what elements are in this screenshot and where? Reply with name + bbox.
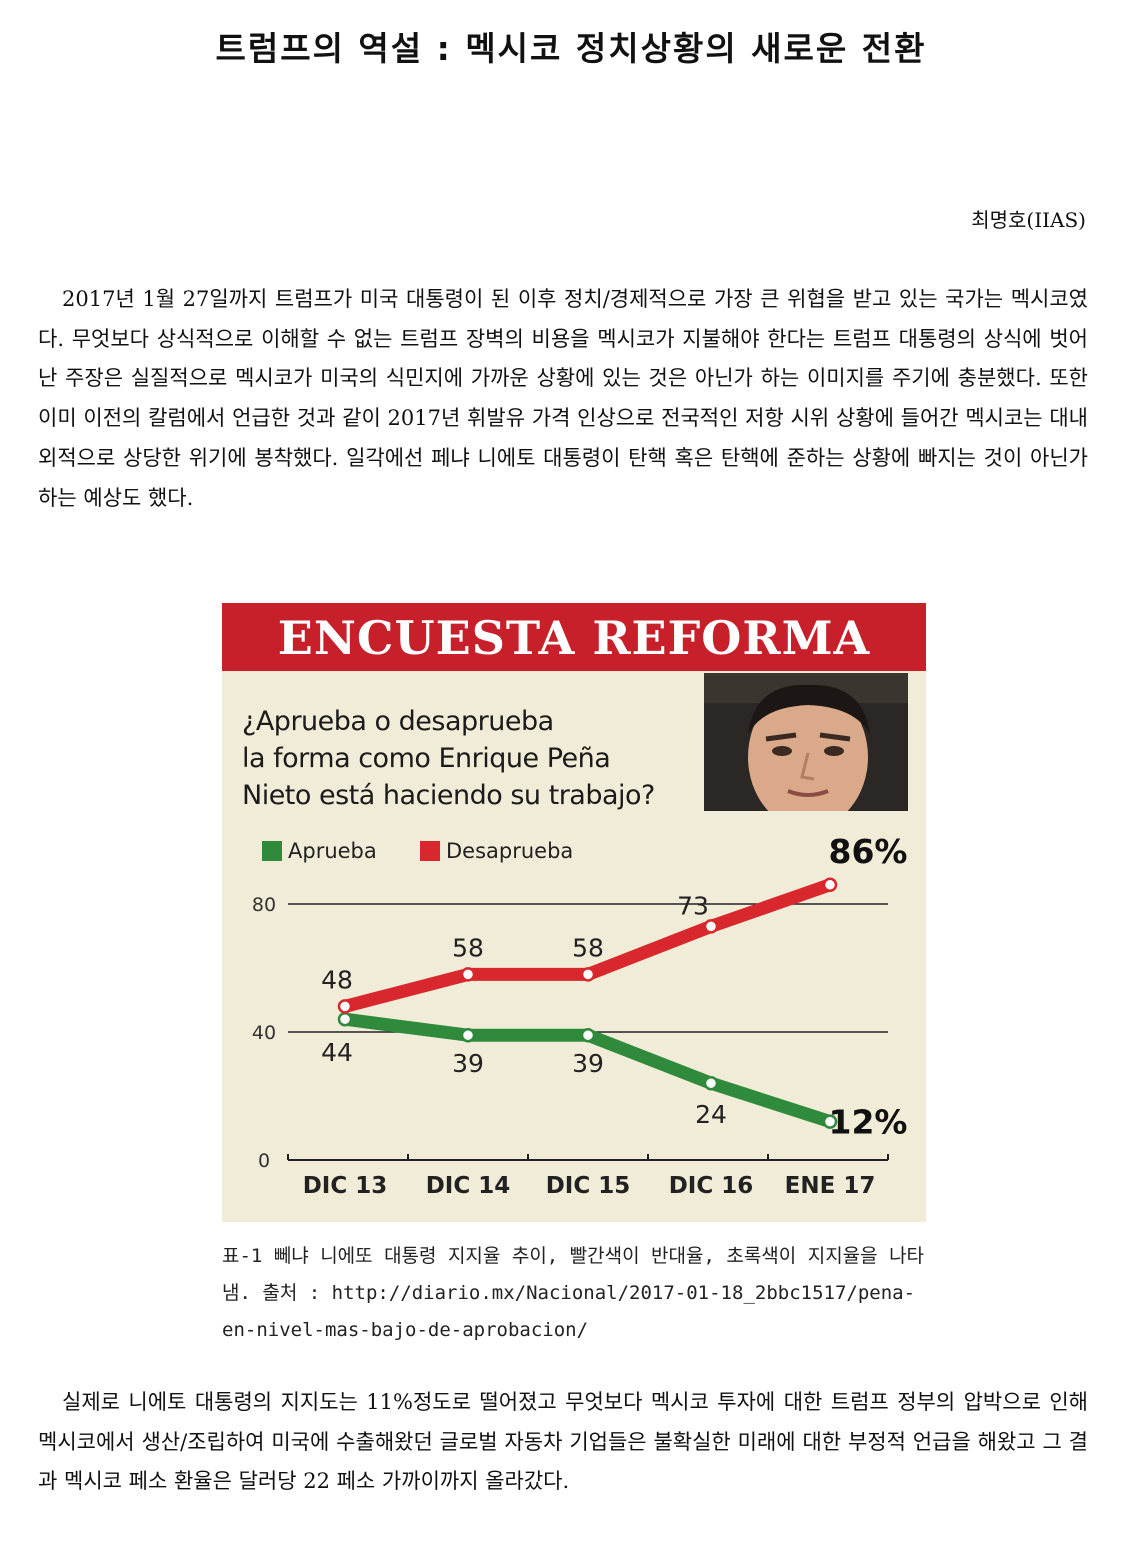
poll-question: ¿Aprueba o desaprueba la forma como Enri… — [242, 703, 692, 814]
legend-aprueba: Aprueba — [262, 839, 377, 863]
data-point-aprueba — [822, 1114, 838, 1129]
y-tick-label: 80 — [252, 894, 276, 916]
data-point-aprueba — [337, 1011, 353, 1027]
data-label-final: 12% — [829, 1103, 908, 1142]
figure-caption: 표-1 뻬냐 니에또 대통령 지지율 추이, 빨간색이 반대율, 초록색이 지지… — [222, 1245, 925, 1341]
data-point-aprueba — [580, 1027, 596, 1043]
x-category-label: DIC 15 — [546, 1173, 631, 1199]
poll-figure: ENCUESTA REFORMA ¿Aprueba o desaprueba l… — [222, 603, 926, 1222]
legend-desaprueba: Desaprueba — [420, 839, 573, 863]
question-line: Nieto está haciendo su trabajo? — [242, 780, 655, 811]
legend-label: Aprueba — [288, 839, 377, 863]
approval-chart: 0 40 80 DIC 13 DIC 14 DIC 15 DIC 16 ENE 17 44 39 3… — [252, 832, 908, 1199]
question-line: la forma como Enrique Peña — [242, 743, 611, 774]
y-tick-label: 0 — [258, 1150, 270, 1172]
banner-title: ENCUESTA REFORMA — [277, 611, 871, 665]
data-point-desaprueba — [703, 919, 719, 934]
data-label: 44 — [321, 1038, 353, 1067]
x-category-label: DIC 14 — [426, 1173, 511, 1199]
data-label: 24 — [695, 1100, 727, 1129]
data-point-aprueba — [460, 1027, 476, 1043]
data-point-desaprueba — [337, 999, 353, 1014]
data-point-desaprueba — [580, 967, 596, 982]
legend-swatch-green — [262, 841, 282, 861]
legend-swatch-red — [420, 841, 440, 861]
data-label: 48 — [321, 965, 353, 994]
data-label-final: 86% — [829, 832, 908, 871]
data-label: 39 — [452, 1049, 484, 1078]
author: 최명호(IIAS) — [971, 208, 1086, 232]
document-title: 트럼프의 역설 : 멕시코 정치상황의 새로운 전환 — [215, 29, 927, 68]
data-point-aprueba — [703, 1075, 719, 1091]
figure-banner: ENCUESTA REFORMA — [222, 603, 926, 671]
y-tick-label: 40 — [252, 1022, 276, 1044]
x-category-label: DIC 13 — [303, 1173, 388, 1199]
legend-label: Desaprueba — [446, 839, 574, 863]
x-category-label: DIC 16 — [669, 1173, 754, 1199]
data-point-desaprueba — [460, 967, 476, 982]
portrait-photo — [704, 673, 908, 811]
paragraph-1: 2017년 1월 27일까지 트럼프가 미국 대통령이 된 이후 정치/경제적으… — [38, 287, 1088, 510]
x-category-label: ENE 17 — [785, 1173, 876, 1199]
data-point-desaprueba — [822, 877, 838, 893]
paragraph-2: 실제로 니에토 대통령의 지지도는 11%정도로 떨어졌고 무엇보다 멕시코 투… — [38, 1390, 1088, 1494]
data-label: 58 — [572, 933, 604, 962]
data-label: 73 — [677, 891, 709, 920]
data-label: 39 — [572, 1049, 604, 1078]
question-line: ¿Aprueba o desaprueba — [242, 706, 554, 737]
data-label: 58 — [452, 933, 484, 962]
